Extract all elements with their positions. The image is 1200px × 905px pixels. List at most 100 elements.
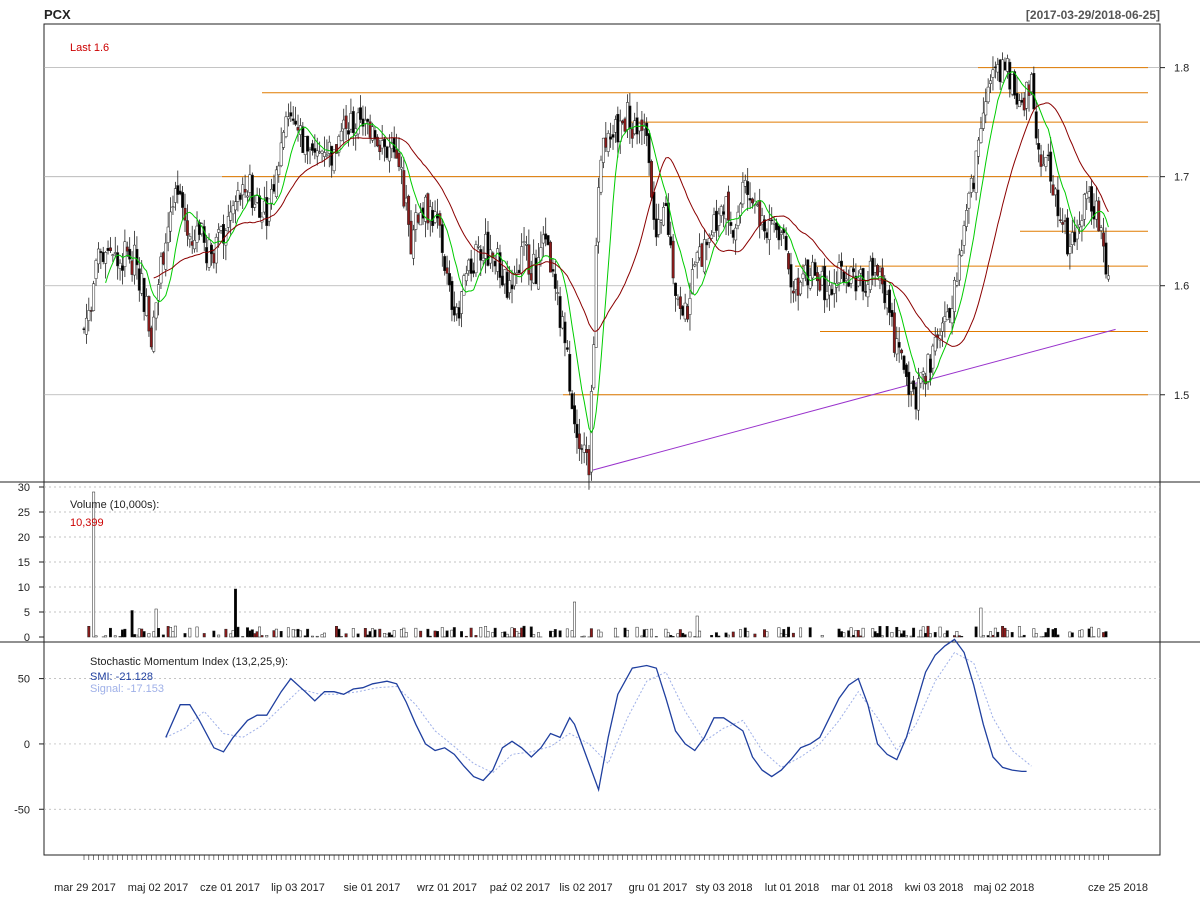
x-tick-label: lut 01 2018 [765, 882, 819, 894]
candle-body [511, 285, 513, 289]
candle-body [994, 67, 996, 68]
candle-body [970, 178, 972, 192]
candle-body [453, 307, 455, 316]
candle-body [742, 182, 744, 204]
volume-bar [169, 627, 171, 637]
candle-body [665, 203, 667, 206]
candle-body [790, 264, 792, 287]
date-range: [2017-03-29/2018-06-25] [1026, 8, 1160, 22]
volume-bar [725, 633, 727, 637]
volume-bar [665, 629, 667, 637]
sma-short-line [106, 72, 1109, 433]
candle-body [1013, 72, 1015, 96]
candle-body [150, 328, 152, 347]
candle-body [826, 291, 828, 299]
candle-body [677, 298, 679, 299]
candle-body [744, 180, 746, 186]
volume-bar [275, 629, 277, 637]
volume-bar [405, 632, 407, 637]
candle-body [244, 189, 246, 192]
candle-body [730, 222, 732, 225]
candle-body [1047, 155, 1049, 156]
candle-body [345, 116, 347, 129]
volume-bar [340, 636, 342, 637]
candle-body [614, 120, 616, 133]
candle-body [446, 268, 448, 274]
candle-body [532, 254, 534, 283]
candle-body [682, 306, 684, 315]
candle-body [768, 221, 770, 240]
volume-bar [980, 608, 982, 637]
candle-body [857, 278, 859, 286]
candle-body [797, 278, 799, 295]
candle-body [475, 245, 477, 273]
volume-bar [504, 632, 506, 637]
candle-body [617, 114, 619, 142]
candle-body [516, 273, 518, 274]
candle-body [477, 246, 479, 247]
volume-bar [684, 635, 686, 637]
candle-body [958, 255, 960, 280]
volume-bar [501, 632, 503, 637]
volume-bar [415, 628, 417, 637]
volume-bar [306, 629, 308, 637]
candle-body [251, 175, 253, 208]
candle-body [448, 273, 450, 285]
candle-body [912, 381, 914, 389]
volume-bar [655, 636, 657, 637]
candle-body [662, 207, 664, 225]
volume-bar [571, 631, 573, 637]
candle-body [588, 449, 590, 474]
candle-body [778, 226, 780, 240]
volume-bar [997, 632, 999, 637]
volume-bar [88, 626, 90, 637]
volume-bar [975, 627, 977, 637]
volume-bar [881, 636, 883, 637]
candle-body [1018, 101, 1020, 107]
x-tick-label: maj 02 2017 [128, 882, 189, 894]
candle-body [383, 139, 385, 147]
volume-bar [427, 629, 429, 637]
volume-bar [254, 634, 256, 637]
candle-body [153, 317, 155, 351]
candle-body [107, 248, 109, 250]
candle-body [771, 220, 773, 221]
candle-body [660, 221, 662, 222]
candle-body [934, 337, 936, 351]
volume-bar [1057, 635, 1059, 637]
volume-bar [792, 633, 794, 637]
candle-body [95, 260, 97, 278]
candle-body [429, 207, 431, 222]
volume-bar [484, 626, 486, 637]
volume-bar [886, 626, 888, 637]
candle-body [674, 283, 676, 296]
candle-body [501, 276, 503, 285]
volume-bar [386, 634, 388, 637]
candle-body [535, 258, 537, 284]
candle-body [1049, 152, 1051, 181]
candle-body [686, 306, 688, 319]
volume-bar [1047, 628, 1049, 637]
candle-body [415, 213, 417, 230]
volume-bar [114, 636, 116, 637]
volume-tick-label: 20 [18, 532, 30, 544]
volume-bar [92, 492, 94, 637]
volume-bar [379, 629, 381, 637]
volume-bar [946, 631, 948, 637]
candle-body [119, 263, 121, 268]
candle-body [722, 212, 724, 215]
x-tick-label: sty 03 2018 [696, 882, 753, 894]
volume-bar [352, 628, 354, 637]
candle-body [944, 316, 946, 321]
candle-body [1071, 232, 1073, 244]
candle-body [1023, 98, 1025, 110]
volume-bar [855, 630, 857, 637]
volume-tick-label: 25 [18, 507, 30, 519]
volume-bar [677, 634, 679, 637]
candle-body [167, 227, 169, 243]
smi-value-label: SMI: -21.128 [90, 671, 153, 683]
candle-body [583, 445, 585, 452]
candle-body [706, 242, 708, 245]
candle-body [689, 298, 691, 314]
candle-body [487, 232, 489, 266]
